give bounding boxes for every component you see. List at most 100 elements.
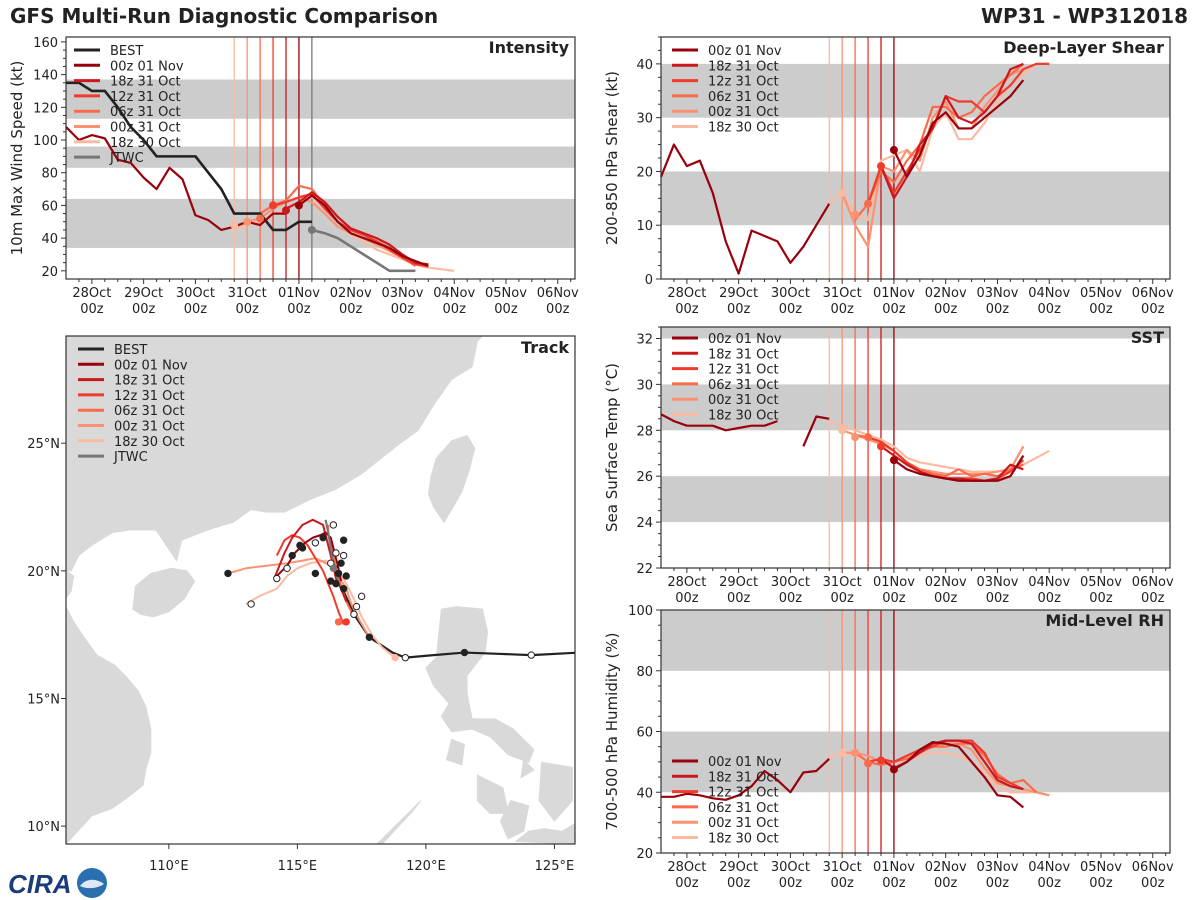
series-line (272, 192, 429, 268)
series-line (659, 143, 831, 275)
x-tick-label: 00z (727, 591, 751, 606)
negros-island (499, 800, 530, 840)
series-line (893, 741, 1025, 809)
x-tick-label: 00z (1089, 302, 1113, 317)
shaded-band (661, 731, 1170, 793)
hainan-island (132, 567, 196, 618)
x-tick-label: 02Nov (925, 575, 967, 590)
x-tick-label: 00z (934, 591, 958, 606)
series-marker (889, 456, 898, 465)
y-tick-label: 20 (636, 847, 653, 862)
cira-logo: CIRA (8, 868, 107, 899)
legend-label: 00z 31 Oct (110, 121, 181, 136)
series-line (298, 194, 429, 267)
x-tick-label: 00z (830, 876, 854, 891)
samar-leyte-island (538, 761, 573, 822)
track-point (288, 551, 296, 560)
y-tick-label: 20°N (27, 565, 60, 580)
y-tick-label: 32 (636, 332, 653, 347)
series-line (661, 758, 830, 801)
x-tick-label: 00z (830, 302, 854, 317)
x-tick-label: 03Nov (381, 286, 423, 301)
series-marker (838, 748, 847, 757)
track-point (401, 653, 410, 662)
legend-label: 06z 31 Oct (110, 105, 181, 120)
x-tick-label: 06Nov (1132, 575, 1174, 590)
track-point (296, 541, 304, 550)
y-tick-label: 30 (636, 112, 653, 127)
legend-label: BEST (114, 343, 147, 358)
y-tick-label: 40 (41, 232, 58, 247)
legend-label: 06z 31 Oct (708, 90, 779, 105)
legend-label: 18z 30 Oct (708, 409, 779, 424)
series-line (841, 429, 1025, 475)
x-tick-label: 01Nov (278, 286, 320, 301)
y-axis-label: 700-500 hPa Humidity (%) (603, 632, 621, 830)
series-marker (889, 145, 898, 154)
legend-label: JTWC (109, 151, 144, 166)
track-point (273, 574, 281, 583)
mindanao-north (514, 822, 575, 844)
track-point (352, 602, 361, 611)
legend-label: 18z 30 Oct (708, 832, 779, 847)
mindoro-island (445, 738, 466, 766)
x-tick-label: 00z (986, 591, 1010, 606)
x-tick-label: 00z (882, 302, 906, 317)
series-marker (851, 433, 860, 442)
x-tick-label: 00z (830, 591, 854, 606)
x-tick-label: 00z (1141, 302, 1165, 317)
legend-label: 00z 01 Nov (708, 332, 782, 347)
track-point (337, 559, 345, 567)
legend-label: JTWC (113, 450, 148, 465)
x-tick-label: 01Nov (873, 286, 915, 301)
y-tick-label: 26 (636, 470, 653, 485)
y-tick-label: 60 (636, 726, 653, 741)
series-line (841, 68, 1024, 248)
x-tick-label: 00z (1089, 876, 1113, 891)
x-tick-label: 29Oct (719, 286, 758, 301)
series-line (802, 415, 830, 447)
series-marker (256, 214, 265, 223)
series-line (879, 62, 1024, 200)
x-tick-label: 04Nov (433, 286, 475, 301)
track-point (319, 533, 327, 542)
x-tick-label: 00z (934, 876, 958, 891)
track-point (329, 521, 338, 529)
y-tick-label: 28 (636, 424, 653, 439)
x-tick-label: 00z (546, 302, 570, 317)
x-tick-label: 00z (779, 591, 803, 606)
legend-label: 00z 31 Oct (708, 393, 779, 408)
series-marker (851, 210, 860, 219)
x-tick-label: 01Nov (873, 575, 915, 590)
y-tick-label: 100 (628, 604, 653, 619)
y-tick-label: 80 (636, 665, 653, 680)
y-tick-label: 30 (636, 378, 653, 393)
y-tick-label: 120 (33, 101, 58, 116)
series-marker (307, 225, 316, 234)
x-tick-label: 00z (1141, 876, 1165, 891)
legend-label: 00z 31 Oct (708, 105, 779, 120)
track-point (311, 569, 320, 578)
panel-title: SST (1131, 328, 1164, 347)
series-marker (876, 756, 885, 765)
intensity-chart: 28Oct00z29Oct00z30Oct00z31Oct00z01Nov00z… (8, 36, 579, 317)
series-marker (876, 442, 885, 451)
x-tick-label: 01Nov (873, 860, 915, 875)
legend-label: 06z 31 Oct (708, 378, 779, 393)
track-point (327, 577, 335, 585)
series-marker (864, 759, 873, 768)
series-line (880, 445, 1024, 482)
x-tick-label: 00z (986, 876, 1010, 891)
x-tick-label: 00z (882, 591, 906, 606)
shaded-band (66, 146, 575, 168)
plot-frame (660, 36, 1171, 280)
x-tick-label: 29Oct (124, 286, 163, 301)
x-tick-label: 02Nov (925, 860, 967, 875)
y-tick-label: 20 (636, 165, 653, 180)
series-marker (269, 201, 278, 210)
x-tick-label: 120°E (406, 859, 446, 874)
track-point (365, 633, 374, 641)
panel-title: Track (521, 338, 569, 357)
x-tick-label: 125°E (535, 859, 575, 874)
shaded-band (66, 79, 575, 119)
